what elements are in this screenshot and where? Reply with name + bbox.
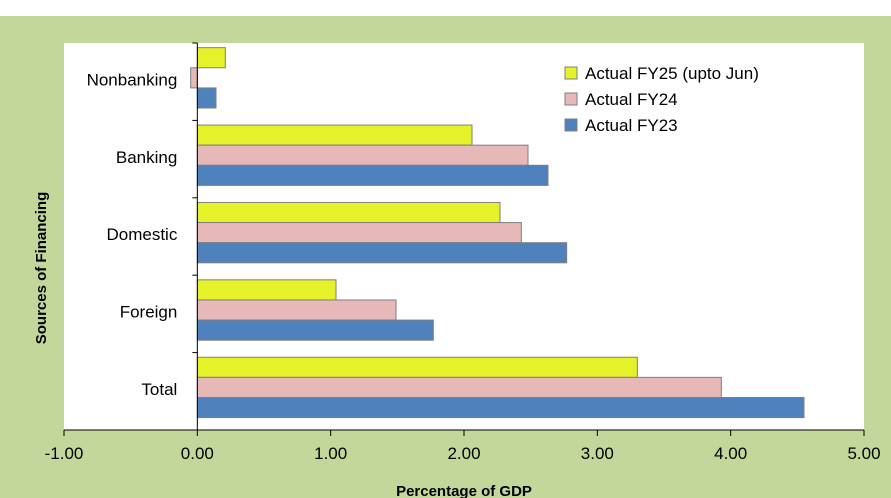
x-tick-label: 0.00 xyxy=(181,444,214,463)
x-tick-label: 3.00 xyxy=(581,444,614,463)
legend-swatch-3 xyxy=(564,118,578,132)
x-tick-label: 4.00 xyxy=(714,444,747,463)
legend: Actual FY25 (upto Jun) Actual FY24 Actual … xyxy=(564,64,759,135)
bar-nonbanking-series-3 xyxy=(196,87,217,109)
category-label-foreign: Foreign xyxy=(120,303,178,322)
bar-nonbanking-series-2 xyxy=(190,67,198,89)
bar-total-series-1 xyxy=(196,356,638,378)
category-label-domestic: Domestic xyxy=(106,225,177,244)
x-tick-label: -1.00 xyxy=(45,444,84,463)
bar-domestic-series-2 xyxy=(196,222,522,244)
legend-swatch-1 xyxy=(564,66,578,80)
y-axis-title: Sources of Financing xyxy=(33,192,50,345)
bar-foreign-series-1 xyxy=(196,279,337,301)
category-labels: Nonbanking Banking Domestic Foreign Total xyxy=(87,70,178,399)
x-tick-label: 2.00 xyxy=(447,444,480,463)
bar-domestic-series-1 xyxy=(196,201,501,224)
x-tick-label: 5.00 xyxy=(847,444,880,463)
category-label-nonbanking: Nonbanking xyxy=(87,70,178,89)
bar-domestic-series-3 xyxy=(196,242,568,264)
legend-label-1: Actual FY25 (upto Jun) xyxy=(585,64,759,83)
bar-banking-series-2 xyxy=(196,144,529,166)
bar-total-series-2 xyxy=(196,376,722,398)
bar-banking-series-1 xyxy=(196,124,473,146)
legend-swatch-2 xyxy=(564,92,578,106)
chart-title-strip xyxy=(0,0,891,16)
x-axis-title: Percentage of GDP xyxy=(396,483,532,498)
bar-total-series-3 xyxy=(196,396,805,419)
category-label-total: Total xyxy=(141,380,177,399)
x-tick-label: 1.00 xyxy=(314,444,347,463)
legend-label-2: Actual FY24 xyxy=(585,90,678,109)
bar-foreign-series-2 xyxy=(196,299,397,321)
category-label-banking: Banking xyxy=(116,148,177,167)
bar-banking-series-3 xyxy=(196,164,549,186)
legend-label-3: Actual FY23 xyxy=(585,116,678,135)
bar-nonbanking-series-1 xyxy=(196,47,226,69)
bars xyxy=(190,47,805,419)
value-axis-ticks: -1.00 0.00 1.00 2.00 3.00 4.00 5.00 xyxy=(45,430,881,463)
bar-foreign-series-3 xyxy=(196,319,434,341)
